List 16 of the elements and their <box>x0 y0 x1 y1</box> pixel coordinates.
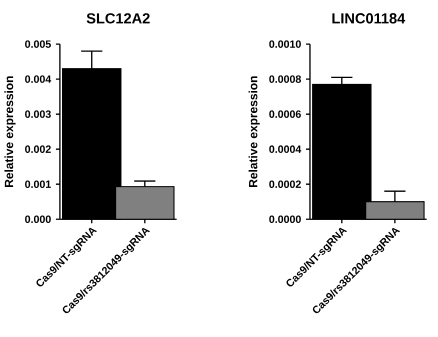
y-tick-label: 0.002 <box>25 145 51 153</box>
y-tick-label: 0.0006 <box>269 110 301 118</box>
y-tick-label: 0.0000 <box>269 215 301 223</box>
chart-title: SLC12A2 <box>86 13 150 24</box>
y-tick-label: 0.0002 <box>269 180 301 188</box>
chart-title: LINC01184 <box>332 13 406 24</box>
y-tick-label: 0.003 <box>25 110 51 118</box>
y-tick-label: 0.004 <box>25 75 52 83</box>
y-tick-label: 0.001 <box>25 180 51 188</box>
y-axis-title: Relative expression <box>248 76 260 187</box>
y-tick-label: 0.005 <box>25 40 51 48</box>
y-tick-label: 0.0010 <box>269 40 301 48</box>
y-axis-title: Relative expression <box>4 76 16 187</box>
y-tick-label: 0.0004 <box>269 145 302 153</box>
y-tick-label: 0.0008 <box>269 75 301 83</box>
y-tick-label: 0.000 <box>25 215 51 223</box>
